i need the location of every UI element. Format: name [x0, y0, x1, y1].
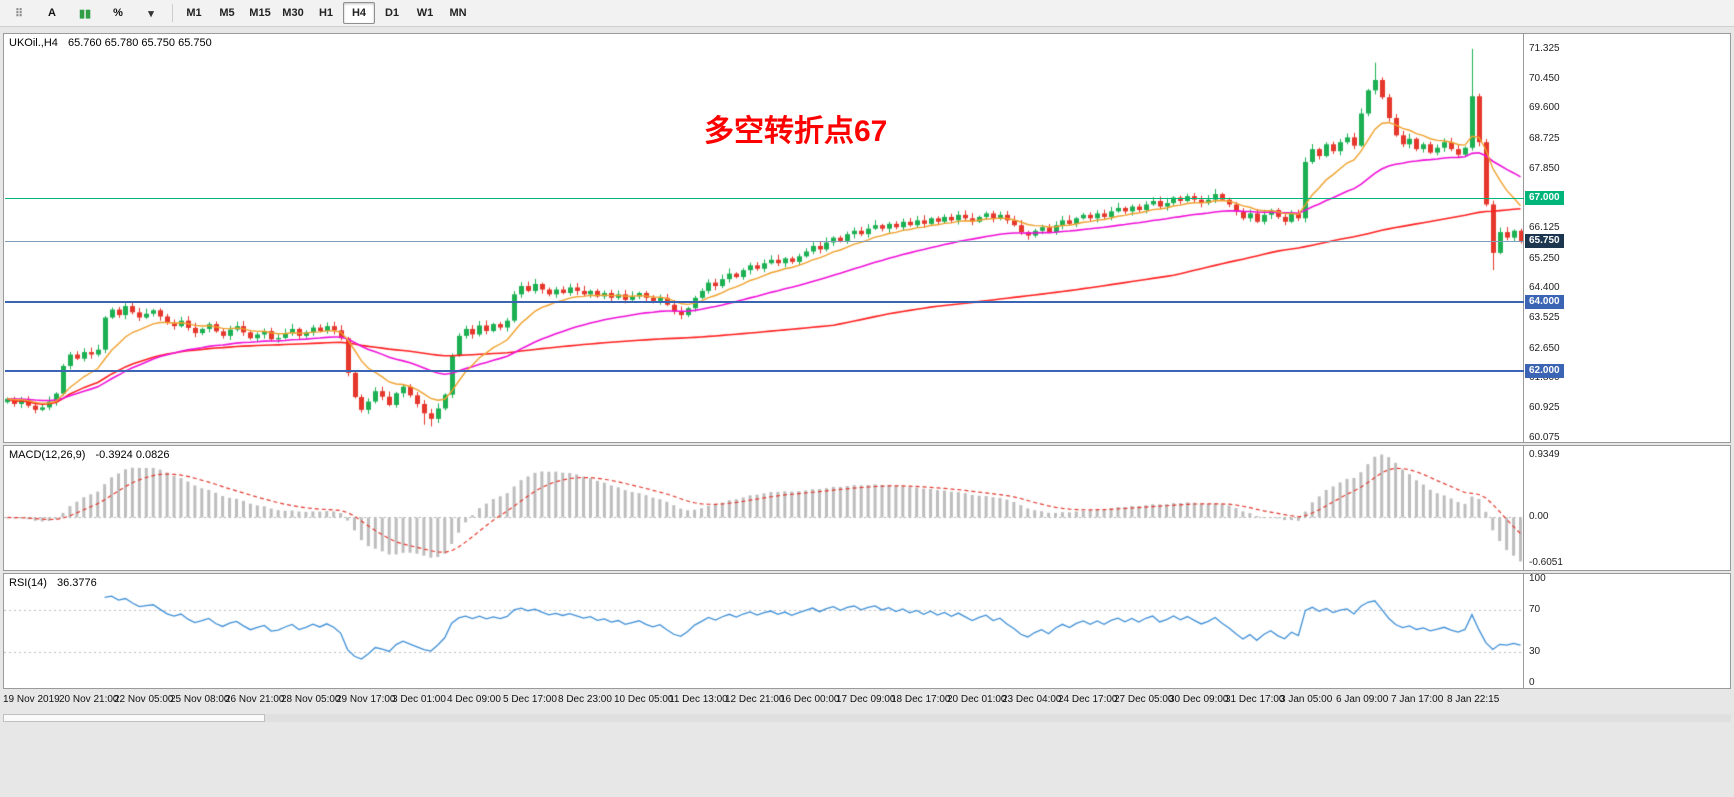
timeframe-button-M5[interactable]: M5	[219, 7, 235, 19]
time-axis-label: 31 Dec 17:00	[1225, 694, 1285, 705]
price-axis-label: 62.650	[1529, 342, 1560, 354]
bottom-empty-panel	[0, 713, 1734, 797]
price-axis-label: 68.725	[1529, 132, 1560, 144]
rsi-axis-label: 70	[1529, 604, 1541, 616]
time-axis-label: 22 Nov 05:00	[114, 694, 174, 705]
time-axis-label: 7 Jan 17:00	[1391, 694, 1444, 705]
ohlc-values-label: 65.760 65.780 65.750 65.750	[67, 37, 212, 49]
price-axis-label: 64.400	[1529, 282, 1560, 294]
horizontal-scrollbar-track[interactable]	[3, 714, 1731, 722]
time-axis-label: 18 Dec 17:00	[891, 694, 951, 705]
time-axis-label: 19 Nov 2019	[3, 694, 60, 705]
hline-price-badge: 64.000	[1525, 294, 1564, 309]
macd-values-label: -0.3924 0.0826	[95, 449, 170, 461]
time-axis-label: 3 Dec 01:00	[392, 694, 446, 705]
rsi-indicator-panel: RSI(14) 36.3776 100 70 30 0	[3, 573, 1731, 689]
tool-button-group: ⠿ A ▮▮% ▾	[3, 2, 167, 24]
price-axis-label: 65.250	[1529, 252, 1560, 264]
chart-bars-tool-button[interactable]: ▮▮	[78, 7, 92, 20]
macd-axis-label: -0.6051	[1529, 557, 1563, 568]
timeframe-button-M30[interactable]: M30	[282, 7, 304, 19]
time-axis-label: 11 Dec 13:00	[669, 694, 728, 705]
macd-chart-canvas[interactable]	[4, 446, 1524, 570]
rsi-label: RSI(14) 36.3776	[9, 577, 97, 589]
time-axis-label: 8 Jan 22:15	[1447, 694, 1500, 705]
macd-label: MACD(12,26,9) -0.3924 0.0826	[9, 449, 170, 461]
time-axis-label: 29 Nov 17:00	[336, 694, 396, 705]
horizontal-line-64.000[interactable]	[5, 301, 1524, 303]
time-axis-label: 3 Jan 05:00	[1280, 694, 1333, 705]
timeframe-button-H4[interactable]: H4	[343, 2, 375, 24]
current-price-line	[5, 241, 1524, 242]
time-axis-label: 6 Jan 09:00	[1336, 694, 1389, 705]
time-axis-label: 12 Dec 21:00	[725, 694, 785, 705]
timeframe-button-W1[interactable]: W1	[416, 7, 434, 19]
macd-indicator-panel: MACD(12,26,9) -0.3924 0.0826 0.9349 0.00 -…	[3, 445, 1731, 571]
time-axis-label: 8 Dec 23:00	[558, 694, 612, 705]
price-axis[interactable]: 71.325 70.450 69.600 68.725 67.850 66.125 65.2…	[1523, 34, 1730, 443]
hline-price-badge: 62.000	[1525, 364, 1564, 379]
price-axis-label: 70.450	[1529, 72, 1560, 84]
price-axis-label: 69.600	[1529, 102, 1560, 114]
main-price-chart-panel: UKOil.,H4 65.760 65.780 65.750 65.750 多空…	[3, 33, 1731, 443]
rsi-name-label: RSI(14)	[9, 577, 47, 589]
horizontal-line-62.000[interactable]	[5, 370, 1524, 372]
time-axis-label: 20 Dec 01:00	[947, 694, 1007, 705]
time-axis-label: 28 Nov 05:00	[281, 694, 341, 705]
macd-axis[interactable]: 0.9349 0.00 -0.6051	[1523, 446, 1730, 570]
time-axis-label: 4 Dec 09:00	[447, 694, 501, 705]
macd-axis-label: 0.00	[1529, 511, 1549, 523]
candlestick-chart-canvas[interactable]	[4, 34, 1524, 442]
cursor-tool-button[interactable]: A	[48, 7, 56, 19]
time-axis-label: 30 Dec 09:00	[1169, 694, 1229, 705]
time-axis-label: 24 Dec 17:00	[1058, 694, 1118, 705]
price-axis-label: 67.850	[1529, 162, 1560, 174]
timeframe-button-M1[interactable]: M1	[186, 7, 202, 19]
rsi-axis[interactable]: 100 70 30 0	[1523, 573, 1730, 688]
macd-name-label: MACD(12,26,9)	[9, 449, 86, 461]
horizontal-scrollbar-thumb[interactable]	[3, 714, 265, 722]
macd-axis-label: 0.9349	[1529, 449, 1560, 460]
chart-symbol-title: UKOil.,H4 65.760 65.780 65.750 65.750	[9, 37, 212, 49]
time-axis-label: 16 Dec 00:00	[780, 694, 840, 705]
rsi-value-label: 36.3776	[56, 577, 97, 589]
time-axis-label: 17 Dec 09:00	[836, 694, 896, 705]
drag-handle-icon: ⠿	[14, 7, 24, 20]
timeframe-button-M15[interactable]: M15	[249, 7, 271, 19]
price-axis-label: 71.325	[1529, 42, 1560, 54]
timeframe-button-D1[interactable]: D1	[384, 7, 400, 19]
symbol-period-label: UKOil.,H4	[9, 37, 58, 49]
toolbar-separator	[172, 4, 173, 22]
time-axis-label: 25 Nov 08:00	[170, 694, 230, 705]
timeframe-button-group: M1 M5 M15 M30 H1 H4 D1 W1 MN	[178, 2, 474, 24]
rsi-axis-label: 100	[1529, 573, 1546, 584]
time-axis-label: 23 Dec 04:00	[1002, 694, 1062, 705]
rsi-axis-label: 0	[1529, 677, 1535, 688]
price-axis-label: 60.075	[1529, 431, 1560, 443]
dropdown-chevron-icon[interactable]: ▾	[148, 7, 154, 20]
time-axis-label: 26 Nov 21:00	[225, 694, 285, 705]
time-axis[interactable]: 19 Nov 2019 20 Nov 21:00 22 Nov 05:00 25 No…	[3, 690, 1731, 712]
price-axis-label: 60.925	[1529, 402, 1560, 414]
top-toolbar: ⠿ A ▮▮% ▾ M1 M5 M15 M30 H1 H4 D1 W1 MN	[0, 0, 1734, 27]
current-price-badge: 65.750	[1525, 234, 1564, 249]
hline-price-badge: 67.000	[1525, 191, 1564, 206]
chart-annotation-text: 多空转折点67	[704, 115, 888, 148]
time-axis-label: 27 Dec 05:00	[1114, 694, 1174, 705]
timeframe-button-H1[interactable]: H1	[318, 7, 334, 19]
percent-tool-button[interactable]: %	[113, 7, 123, 19]
horizontal-line-67.000[interactable]	[5, 198, 1524, 199]
timeframe-button-MN[interactable]: MN	[449, 7, 467, 19]
time-axis-label: 10 Dec 05:00	[614, 694, 674, 705]
rsi-chart-canvas[interactable]	[4, 574, 1524, 688]
price-axis-label: 63.525	[1529, 312, 1560, 324]
time-axis-label: 20 Nov 21:00	[59, 694, 119, 705]
rsi-axis-label: 30	[1529, 645, 1541, 657]
time-axis-label: 5 Dec 17:00	[503, 694, 557, 705]
price-axis-label: 66.125	[1529, 222, 1560, 234]
